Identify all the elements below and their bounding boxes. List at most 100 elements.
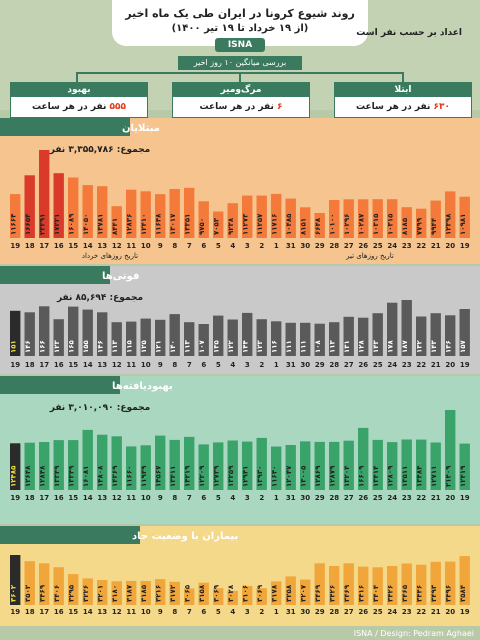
data-label: ۱۳۲ bbox=[415, 339, 423, 353]
data-label: ۱۸۷ bbox=[401, 339, 409, 353]
data-label: ۱۷۸ bbox=[386, 339, 394, 353]
x-tick-label: 26 bbox=[358, 494, 368, 502]
chart-title: مبتلایان bbox=[122, 123, 160, 134]
bar bbox=[242, 441, 253, 490]
bar bbox=[140, 191, 151, 238]
bar bbox=[256, 437, 267, 490]
x-tick-label: 31 bbox=[286, 242, 296, 250]
bar bbox=[430, 200, 441, 238]
footer-credit: ISNA / Design: Pedram Aghaei bbox=[353, 629, 474, 638]
data-label: ۳۴۴۶ bbox=[415, 585, 423, 602]
x-tick-label: 7 bbox=[187, 608, 192, 616]
data-label: ۱۲۴۱۹ bbox=[459, 465, 467, 487]
bar bbox=[401, 300, 412, 356]
bar bbox=[372, 439, 383, 490]
bar bbox=[401, 439, 412, 490]
data-label: ۱۴۶ bbox=[24, 340, 32, 353]
data-label: ۳۱۸۰ bbox=[111, 585, 119, 602]
x-tick-label: 17 bbox=[39, 494, 49, 502]
bar bbox=[184, 436, 195, 490]
data-label: ۱۶۰۸۱ bbox=[82, 466, 90, 487]
bar bbox=[155, 435, 166, 490]
bar bbox=[169, 314, 180, 356]
bar bbox=[198, 201, 209, 238]
bar bbox=[459, 556, 470, 605]
data-label: ۱۱۱ bbox=[285, 340, 293, 353]
data-label: ۱۷۲۲۱ bbox=[53, 214, 61, 235]
x-tick-label: 28 bbox=[329, 494, 339, 502]
x-tick-label: 22 bbox=[416, 494, 426, 502]
bar bbox=[445, 191, 456, 238]
data-label: ۳۴۹۶ bbox=[444, 585, 452, 602]
x-tick-label: 16 bbox=[54, 608, 64, 616]
x-tick-label: 20 bbox=[445, 494, 455, 502]
bar bbox=[82, 185, 93, 238]
data-label: ۱۳۳۴۹ bbox=[67, 465, 75, 487]
bar bbox=[300, 322, 311, 356]
x-tick-label: 15 bbox=[68, 361, 78, 369]
x-tick-label: 9 bbox=[158, 361, 163, 369]
bar bbox=[387, 199, 398, 238]
data-label: ۷۷۹۹ bbox=[415, 217, 423, 235]
x-tick-label: 1 bbox=[274, 361, 279, 369]
data-label: ۳۲۰۱ bbox=[96, 585, 104, 602]
data-label: ۱۲۸ bbox=[357, 339, 365, 353]
data-label: ۱۱۷۱۶ bbox=[270, 214, 278, 235]
data-label: ۱۲۲۰۹ bbox=[198, 465, 206, 487]
data-label: ۱۱۶۴۰ bbox=[270, 466, 278, 487]
x-tick-label: 6 bbox=[201, 608, 206, 616]
bar bbox=[39, 563, 50, 605]
x-tick-label: 30 bbox=[300, 242, 310, 250]
x-tick-label: 21 bbox=[431, 242, 441, 250]
data-label: ۸۱۵۱ bbox=[299, 218, 307, 235]
x-tick-label: 5 bbox=[216, 361, 221, 369]
data-label: ۱۰۳۱۵ bbox=[386, 213, 394, 235]
bar bbox=[169, 581, 180, 605]
x-tick-label: 11 bbox=[126, 361, 136, 369]
data-label: ۳۴۹۳ bbox=[430, 584, 438, 602]
x-tick-label: 16 bbox=[54, 361, 64, 369]
x-tick-label: 16 bbox=[54, 494, 64, 502]
bar bbox=[372, 313, 383, 356]
data-label: ۱۰۸ bbox=[314, 339, 322, 353]
bar bbox=[111, 581, 122, 605]
x-tick-label: 24 bbox=[387, 494, 397, 502]
data-label: ۳۴۶۵ bbox=[401, 584, 409, 602]
data-label: ۱۳۴۱۴ bbox=[372, 465, 380, 487]
data-label: ۳۰۶۹ bbox=[212, 584, 220, 602]
x-tick-label: 7 bbox=[187, 361, 192, 369]
x-tick-label: 22 bbox=[416, 361, 426, 369]
x-tick-label: 30 bbox=[300, 361, 310, 369]
x-tick-label: 22 bbox=[416, 242, 426, 250]
x-tick-label: 9 bbox=[158, 242, 163, 250]
bar bbox=[300, 441, 311, 490]
data-label: ۹۷۵۰ bbox=[198, 218, 206, 235]
bar bbox=[430, 313, 441, 356]
data-label: ۱۳۷۸۱ bbox=[96, 214, 104, 235]
data-label: ۳۵۰۲ bbox=[24, 584, 32, 602]
x-tick-label: 28 bbox=[329, 361, 339, 369]
chart-title: بهبودیافته‌ها bbox=[112, 381, 173, 392]
data-label: ۱۱۶ bbox=[270, 340, 278, 353]
data-label: ۱۶۵ bbox=[67, 339, 75, 353]
bar bbox=[416, 439, 427, 490]
bar bbox=[82, 309, 93, 356]
x-tick-label: 19 bbox=[10, 361, 20, 369]
x-tick-label: 8 bbox=[172, 242, 177, 250]
x-tick-label: 23 bbox=[402, 608, 412, 616]
chart-total: مجموع: ۸۵,۶۹۴ نفر bbox=[56, 293, 143, 303]
data-label: ۱۲۹۴۱ bbox=[241, 466, 249, 487]
bar bbox=[285, 198, 296, 238]
data-label: ۱۲۶۴۸ bbox=[24, 465, 32, 487]
data-label: ۱۴۰ bbox=[169, 340, 177, 353]
chart-total: مجموع: ۳,۰۱۰,۰۹۰ نفر bbox=[49, 403, 151, 413]
data-label: ۳۰۲۸ bbox=[227, 584, 235, 602]
x-tick-label: 12 bbox=[112, 361, 122, 369]
bar bbox=[111, 206, 122, 238]
bar bbox=[140, 445, 151, 490]
chart-header-bar bbox=[0, 266, 110, 284]
data-label: ۱۱۲۷۳ bbox=[241, 213, 249, 235]
bar bbox=[416, 564, 427, 605]
data-label: ۳۴۲۶ bbox=[386, 585, 394, 602]
card-value: ۶۳۰ bbox=[433, 102, 451, 112]
